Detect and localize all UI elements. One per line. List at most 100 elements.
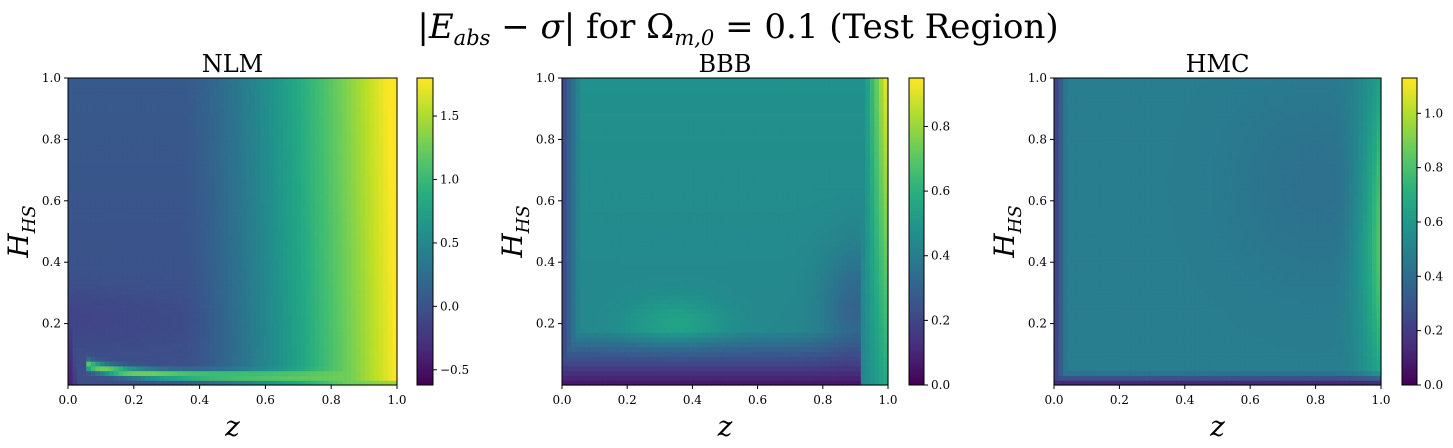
heatmap-cell <box>351 284 357 290</box>
heatmap-cell <box>571 116 577 122</box>
heatmap-cell <box>90 173 97 180</box>
heatmap-cell <box>237 245 243 252</box>
heatmap-cell <box>223 337 229 343</box>
heatmap-cell <box>246 202 252 209</box>
heatmap-cell <box>227 361 234 367</box>
heatmap-cell <box>264 337 270 343</box>
heatmap-cell <box>323 130 330 137</box>
heatmap-cell <box>191 217 197 223</box>
heatmap-cell <box>305 365 311 372</box>
heatmap-cell <box>109 284 115 290</box>
heatmap-cell <box>205 183 211 189</box>
heatmap-cell <box>273 221 279 228</box>
heatmap-cell <box>310 380 316 386</box>
heatmap-cell <box>168 269 174 276</box>
heatmap-cell <box>305 226 311 233</box>
heatmap-cell <box>145 217 151 223</box>
heatmap-cell <box>200 217 206 223</box>
heatmap-cell <box>237 269 243 276</box>
heatmap-cell <box>232 241 238 247</box>
heatmap-cell <box>122 101 128 108</box>
heatmap-cell <box>127 164 133 170</box>
heatmap-cell <box>72 293 78 300</box>
heatmap-cell <box>291 231 298 237</box>
heatmap-cell <box>131 332 138 338</box>
heatmap-cell <box>575 313 581 319</box>
heatmap-cell <box>173 356 179 362</box>
heatmap-cell <box>122 106 128 113</box>
heatmap-cell <box>273 87 279 93</box>
heatmap-cell <box>90 241 97 247</box>
heatmap-cell <box>259 197 266 204</box>
heatmap-cell <box>575 217 581 223</box>
heatmap-cell <box>255 341 261 348</box>
heatmap-cell <box>77 188 83 194</box>
heatmap-cell <box>246 303 252 309</box>
heatmap-cell <box>232 221 238 228</box>
heatmap-cell <box>163 197 170 204</box>
heatmap-cell <box>218 245 224 252</box>
heatmap-cell <box>118 140 124 146</box>
heatmap-cell <box>337 82 343 89</box>
heatmap-cell <box>195 164 202 170</box>
heatmap-cell <box>109 212 115 218</box>
heatmap-cell <box>337 116 343 122</box>
heatmap-cell <box>328 365 334 372</box>
heatmap-cell <box>182 289 188 295</box>
heatmap-cell <box>109 236 115 242</box>
heatmap-cell <box>90 92 97 98</box>
heatmap-cell <box>360 298 366 305</box>
heatmap-cell <box>81 241 87 247</box>
heatmap-cell <box>141 217 147 223</box>
heatmap-cell <box>177 341 183 348</box>
heatmap-cell <box>269 269 275 276</box>
heatmap-cell <box>122 332 128 338</box>
heatmap-cell <box>337 284 343 290</box>
heatmap-cell <box>118 173 124 180</box>
heatmap-cell <box>387 87 394 93</box>
heatmap-cell <box>250 375 256 381</box>
heatmap-cell <box>365 351 371 357</box>
heatmap-cell <box>113 231 119 237</box>
heatmap-cell <box>291 226 298 233</box>
heatmap-cell <box>200 356 206 362</box>
heatmap-cell <box>163 164 170 170</box>
heatmap-cell <box>571 217 577 223</box>
heatmap-cell <box>141 221 147 228</box>
heatmap-cell <box>232 106 238 113</box>
heatmap-cell <box>90 260 97 266</box>
heatmap-cell <box>346 284 352 290</box>
heatmap-cell <box>81 351 87 357</box>
heatmap-cell <box>81 250 87 257</box>
heatmap-cell <box>369 145 375 151</box>
heatmap-cell <box>136 308 142 314</box>
heatmap-cell <box>562 279 568 285</box>
heatmap-cell <box>342 317 348 324</box>
heatmap-cell <box>575 173 581 180</box>
heatmap-cell <box>360 193 366 199</box>
heatmap-cell <box>127 361 133 367</box>
heatmap-cell <box>562 317 568 324</box>
heatmap-cell <box>218 116 224 122</box>
heatmap-cell <box>195 202 202 209</box>
heatmap-cell <box>246 265 252 271</box>
heatmap-cell <box>296 332 302 338</box>
heatmap-cell <box>269 322 275 329</box>
heatmap-cell <box>305 361 311 367</box>
heatmap-cell <box>319 106 325 113</box>
heatmap-cell <box>218 380 224 386</box>
heatmap-cell <box>118 221 124 228</box>
heatmap-cell <box>195 265 202 271</box>
heatmap-cell <box>99 92 106 98</box>
heatmap-cell <box>328 169 334 175</box>
heatmap-cell <box>191 375 197 381</box>
heatmap-cell <box>259 375 266 381</box>
heatmap-cell <box>278 279 284 285</box>
heatmap-cell <box>136 197 142 204</box>
heatmap-cell <box>310 217 316 223</box>
heatmap-cell <box>109 322 115 329</box>
heatmap-cell <box>250 164 256 170</box>
heatmap-cell <box>72 303 78 309</box>
heatmap-cell <box>113 356 119 362</box>
heatmap-cell <box>378 308 384 314</box>
